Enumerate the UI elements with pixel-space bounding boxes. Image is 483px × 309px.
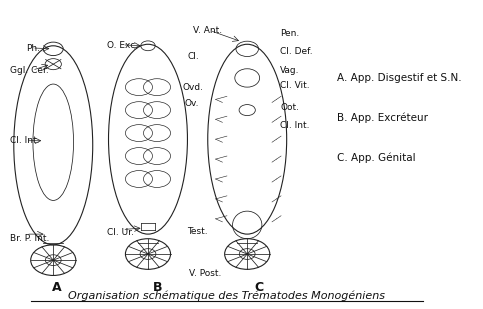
Text: C. App. Génital: C. App. Génital — [338, 152, 416, 163]
Text: Br. P. Int.: Br. P. Int. — [10, 234, 49, 243]
Text: Cl. Int.: Cl. Int. — [280, 121, 310, 130]
Text: A. App. Disgestif et S.N.: A. App. Disgestif et S.N. — [338, 73, 462, 83]
Text: C: C — [254, 281, 263, 294]
Text: O. Exc.: O. Exc. — [107, 41, 139, 50]
Text: Cl. Vit.: Cl. Vit. — [280, 81, 310, 90]
Text: Cl. Ur.: Cl. Ur. — [107, 228, 134, 237]
Text: B. App. Excréteur: B. App. Excréteur — [338, 112, 428, 123]
Text: Ggl. Cer.: Ggl. Cer. — [10, 66, 48, 75]
Text: V. Post.: V. Post. — [188, 269, 221, 278]
Text: Pen.: Pen. — [280, 29, 299, 38]
Text: Cl. Def.: Cl. Def. — [280, 47, 313, 57]
Text: V. Ant.: V. Ant. — [193, 26, 222, 35]
Text: Vag.: Vag. — [280, 66, 299, 75]
Text: Ovd.: Ovd. — [183, 83, 204, 92]
Text: Ov.: Ov. — [184, 99, 199, 108]
Text: Cl. Int.: Cl. Int. — [10, 136, 39, 145]
Text: A: A — [52, 281, 62, 294]
Text: Test.: Test. — [187, 226, 208, 235]
Text: Cl.: Cl. — [187, 52, 199, 61]
Text: Organisation schématique des Trématodes Monogéniens: Organisation schématique des Trématodes … — [69, 290, 385, 301]
Text: B: B — [153, 281, 162, 294]
Text: Oot.: Oot. — [280, 103, 299, 112]
Text: Ph.: Ph. — [26, 44, 40, 53]
